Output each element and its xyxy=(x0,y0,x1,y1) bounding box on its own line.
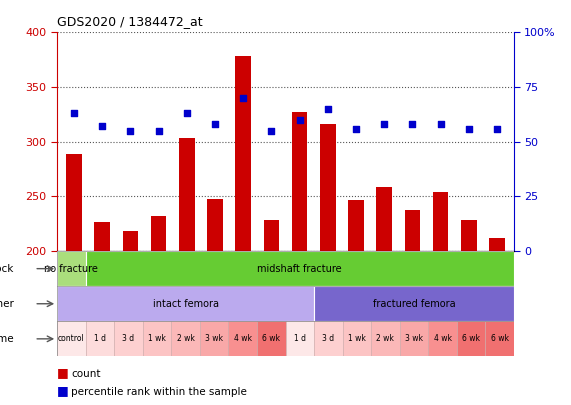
Bar xyxy=(179,139,195,251)
Text: 1 wk: 1 wk xyxy=(148,335,166,343)
Text: 1 wk: 1 wk xyxy=(348,335,366,343)
Point xyxy=(380,121,389,128)
Bar xyxy=(207,198,223,251)
Text: ■: ■ xyxy=(57,384,69,397)
Point xyxy=(98,123,107,130)
Bar xyxy=(264,220,279,251)
Point xyxy=(154,128,163,134)
Bar xyxy=(86,251,514,286)
Text: 2 wk: 2 wk xyxy=(376,335,395,343)
Bar xyxy=(171,321,200,356)
Bar xyxy=(286,321,314,356)
Bar xyxy=(457,321,485,356)
Text: percentile rank within the sample: percentile rank within the sample xyxy=(71,387,247,397)
Text: 4 wk: 4 wk xyxy=(433,335,452,343)
Bar xyxy=(151,216,166,251)
Bar xyxy=(400,321,428,356)
Text: count: count xyxy=(71,369,101,379)
Text: 6 wk: 6 wk xyxy=(462,335,480,343)
Bar xyxy=(86,321,114,356)
Bar xyxy=(320,124,336,251)
Bar xyxy=(343,321,371,356)
Point xyxy=(126,128,135,134)
Text: ■: ■ xyxy=(57,366,69,379)
Bar xyxy=(371,321,400,356)
Text: intact femora: intact femora xyxy=(152,299,219,309)
Point xyxy=(70,110,79,117)
Point xyxy=(436,121,445,128)
Bar xyxy=(485,321,514,356)
Text: other: other xyxy=(0,299,14,309)
Bar xyxy=(314,286,514,321)
Text: 3 d: 3 d xyxy=(322,335,335,343)
Bar xyxy=(57,286,314,321)
Text: control: control xyxy=(58,335,85,343)
Point xyxy=(295,117,304,123)
Bar xyxy=(94,222,110,251)
Text: GDS2020 / 1384472_at: GDS2020 / 1384472_at xyxy=(57,15,203,28)
Text: 3 d: 3 d xyxy=(122,335,135,343)
Text: 4 wk: 4 wk xyxy=(234,335,252,343)
Text: fractured femora: fractured femora xyxy=(373,299,455,309)
Point xyxy=(267,128,276,134)
Bar xyxy=(292,112,307,251)
Text: 1 d: 1 d xyxy=(293,335,306,343)
Bar xyxy=(57,321,86,356)
Point xyxy=(492,126,501,132)
Text: 2 wk: 2 wk xyxy=(176,335,195,343)
Point xyxy=(211,121,220,128)
Text: 3 wk: 3 wk xyxy=(205,335,223,343)
Text: 1 d: 1 d xyxy=(94,335,106,343)
Point xyxy=(239,95,248,101)
Bar xyxy=(433,192,448,251)
Point xyxy=(351,126,360,132)
Bar xyxy=(57,251,86,286)
Bar xyxy=(405,209,420,251)
Bar xyxy=(123,231,138,251)
Bar xyxy=(348,200,364,251)
Text: no fracture: no fracture xyxy=(45,264,98,274)
Bar xyxy=(228,321,257,356)
Bar xyxy=(428,321,457,356)
Text: time: time xyxy=(0,334,14,344)
Point xyxy=(408,121,417,128)
Bar xyxy=(461,220,477,251)
Bar xyxy=(257,321,286,356)
Text: 3 wk: 3 wk xyxy=(405,335,423,343)
Bar xyxy=(235,56,251,251)
Point xyxy=(323,106,332,112)
Text: 6 wk: 6 wk xyxy=(490,335,509,343)
Bar xyxy=(114,321,143,356)
Bar xyxy=(376,187,392,251)
Bar xyxy=(200,321,228,356)
Bar xyxy=(143,321,171,356)
Point xyxy=(464,126,473,132)
Text: 6 wk: 6 wk xyxy=(262,335,280,343)
Text: shock: shock xyxy=(0,264,14,274)
Text: midshaft fracture: midshaft fracture xyxy=(258,264,342,274)
Bar xyxy=(66,154,82,251)
Bar xyxy=(314,321,343,356)
Point xyxy=(182,110,191,117)
Bar xyxy=(489,238,505,251)
